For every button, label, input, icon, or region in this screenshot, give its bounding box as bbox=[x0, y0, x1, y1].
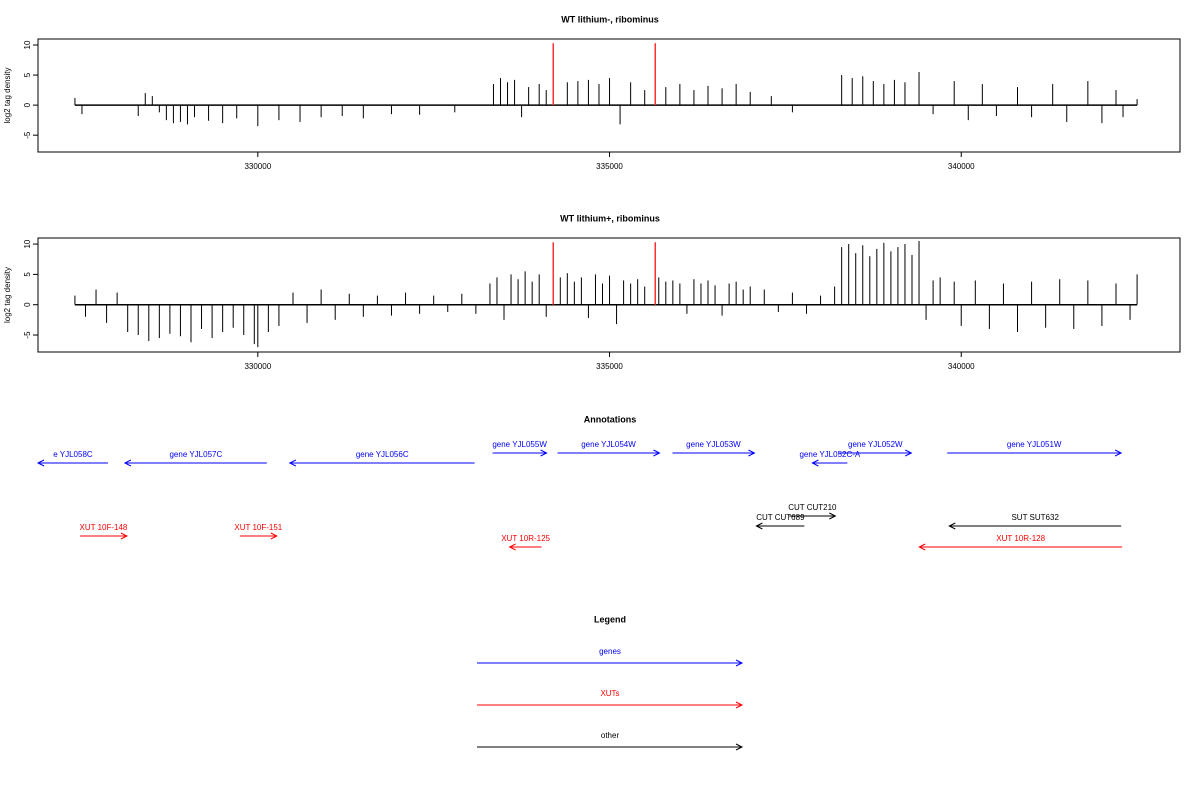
x-tick-label: 335000 bbox=[596, 362, 623, 371]
feature-arrow-head bbox=[288, 459, 297, 467]
feature-arrow-head bbox=[123, 459, 132, 467]
feature-label: SUT SUT632 bbox=[1011, 513, 1059, 522]
feature-arrow-head bbox=[811, 459, 819, 467]
feature-label: XUT 10R-125 bbox=[501, 534, 550, 543]
x-tick-label: 330000 bbox=[244, 362, 271, 371]
panel-title: WT lithium-, ribominus bbox=[561, 14, 659, 24]
feature-label: XUT 10F-148 bbox=[80, 523, 128, 532]
y-tick-label: 5 bbox=[23, 272, 32, 277]
y-tick-label: 10 bbox=[23, 239, 32, 248]
y-tick-label: 5 bbox=[23, 72, 32, 77]
y-tick-label: -5 bbox=[23, 331, 32, 339]
legend-label: other bbox=[601, 731, 620, 740]
feature-label: gene YJL055W bbox=[492, 440, 547, 449]
panel-title: WT lithium+, ribominus bbox=[560, 213, 660, 223]
feature-arrow-head bbox=[748, 449, 756, 457]
feature-arrow-head bbox=[1114, 449, 1123, 457]
feature-arrow-head bbox=[36, 459, 45, 467]
y-tick-label: 10 bbox=[23, 40, 32, 49]
annotations-title: Annotations bbox=[584, 414, 637, 424]
legend-arrow-head bbox=[735, 743, 744, 751]
feature-label: gene YJL057C bbox=[169, 450, 222, 459]
x-tick-label: 340000 bbox=[948, 162, 975, 171]
feature-label: gene YJL056C bbox=[356, 450, 409, 459]
feature-arrow-head bbox=[270, 532, 278, 540]
feature-label: gene YJL051W bbox=[1007, 440, 1062, 449]
feature-arrow-head bbox=[918, 543, 926, 551]
feature-label: gene YJL054W bbox=[581, 440, 636, 449]
feature-label: CUT CUT210 bbox=[788, 503, 837, 512]
feature-label: CUT CUT689 bbox=[756, 513, 805, 522]
plot-frame bbox=[37, 38, 1181, 153]
feature-label: XUT 10F-151 bbox=[234, 523, 282, 532]
legend-title: Legend bbox=[594, 614, 626, 624]
y-axis-label: log2 tag density bbox=[3, 67, 12, 123]
x-tick-label: 330000 bbox=[244, 162, 271, 171]
plot-frame bbox=[37, 237, 1181, 353]
feature-arrow-head bbox=[829, 512, 837, 520]
legend-arrow-head bbox=[735, 701, 744, 709]
feature-arrow-head bbox=[540, 449, 548, 457]
feature-label: e YJL058C bbox=[53, 450, 93, 459]
feature-label: gene YJL053W bbox=[686, 440, 741, 449]
feature-arrow-head bbox=[905, 449, 913, 457]
feature-arrow-head bbox=[508, 543, 516, 551]
y-tick-label: -5 bbox=[23, 131, 32, 139]
feature-label: gene YJL052C-A bbox=[799, 450, 860, 459]
feature-arrow-head bbox=[948, 522, 956, 530]
y-tick-label: 0 bbox=[23, 302, 32, 307]
feature-arrow-head bbox=[120, 532, 129, 540]
feature-label: gene YJL052W bbox=[848, 440, 903, 449]
feature-arrow-head bbox=[653, 449, 661, 457]
feature-label: XUT 10R-128 bbox=[996, 534, 1045, 543]
legend-label: XUTs bbox=[600, 689, 619, 698]
y-tick-label: 0 bbox=[23, 102, 32, 107]
legend-arrow-head bbox=[735, 659, 744, 667]
feature-arrow-head bbox=[755, 522, 763, 530]
y-axis-label: log2 tag density bbox=[3, 267, 12, 323]
x-tick-label: 335000 bbox=[596, 162, 623, 171]
x-tick-label: 340000 bbox=[948, 362, 975, 371]
legend-label: genes bbox=[599, 647, 621, 656]
